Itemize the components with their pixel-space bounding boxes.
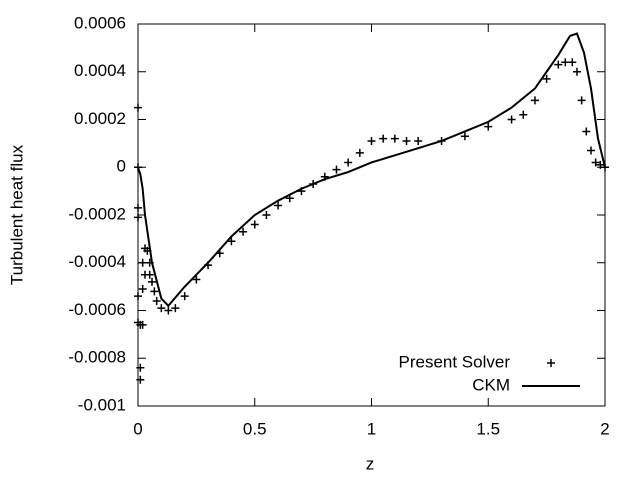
- point: [568, 58, 577, 67]
- point: [136, 363, 145, 372]
- point: [355, 148, 364, 157]
- point: [577, 96, 586, 105]
- x-tick-label: 1: [367, 419, 376, 438]
- point: [542, 74, 551, 83]
- y-tick-label: -0.0004: [68, 252, 126, 271]
- point: [134, 203, 142, 212]
- point: [250, 220, 259, 229]
- x-tick-label: 1.5: [476, 419, 500, 438]
- point: [402, 136, 411, 145]
- point: [150, 287, 159, 296]
- point: [152, 296, 161, 305]
- x-axis-label: z: [366, 454, 375, 473]
- point: [591, 158, 600, 167]
- point: [586, 146, 595, 155]
- point: [192, 275, 201, 284]
- point: [148, 277, 157, 286]
- line: [137, 32, 606, 308]
- point: [507, 115, 516, 124]
- point: [484, 122, 493, 131]
- point: [274, 201, 283, 210]
- point: [138, 258, 147, 267]
- point: [460, 132, 469, 141]
- y-tick-label: 0.0002: [74, 109, 126, 128]
- point: [367, 136, 376, 145]
- point: [596, 160, 605, 169]
- point: [390, 134, 399, 143]
- point: [582, 127, 591, 136]
- point: [227, 237, 236, 246]
- legend-marker: [547, 359, 555, 367]
- y-tick-label: -0.001: [78, 395, 126, 414]
- point: [138, 285, 147, 294]
- y-tick-label: -0.0006: [68, 300, 126, 319]
- y-tick-label: -0.0002: [68, 204, 126, 223]
- point: [138, 320, 147, 329]
- x-tick-label: 2: [600, 419, 609, 438]
- point: [136, 375, 145, 384]
- x-tick-label: 0.5: [243, 419, 267, 438]
- point: [554, 60, 563, 69]
- legend-label: CKM: [472, 375, 510, 394]
- point: [145, 270, 154, 279]
- point: [332, 165, 341, 174]
- y-tick-label: 0.0004: [74, 61, 126, 80]
- point: [134, 103, 142, 112]
- plot-border: [137, 23, 606, 407]
- y-axis-label: Turbulent heat flux: [7, 144, 26, 285]
- point: [530, 96, 539, 105]
- point: [572, 67, 581, 76]
- point: [379, 134, 388, 143]
- x-tick-label: 0: [133, 419, 142, 438]
- y-tick-label: 0: [117, 157, 126, 176]
- y-tick-label: -0.0008: [68, 348, 126, 367]
- point: [171, 304, 180, 313]
- point: [519, 110, 528, 119]
- point: [180, 292, 189, 301]
- point: [134, 292, 142, 301]
- point: [239, 227, 248, 236]
- point: [164, 306, 173, 315]
- point: [157, 304, 166, 313]
- y-tick-label: 0.0006: [74, 13, 126, 32]
- point: [414, 136, 423, 145]
- point: [134, 213, 142, 222]
- point: [344, 158, 353, 167]
- point: [262, 211, 271, 219]
- point: [561, 58, 570, 67]
- legend-label: Present Solver: [399, 352, 511, 371]
